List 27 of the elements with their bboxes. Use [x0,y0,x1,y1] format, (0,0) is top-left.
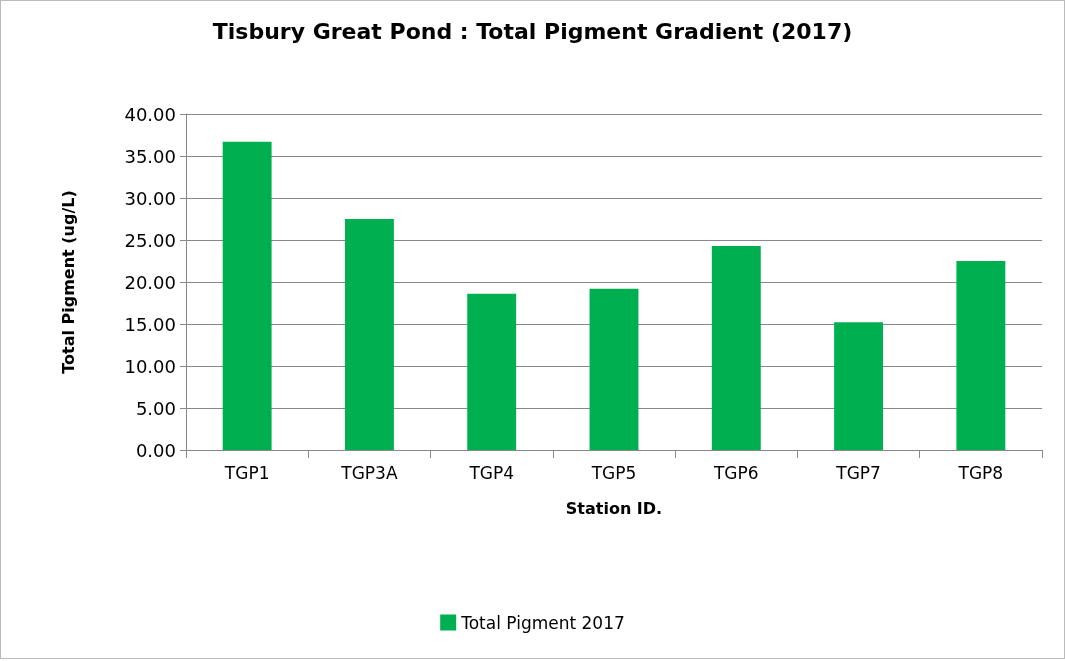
y-tick-label: 40.00 [124,103,176,125]
y-tick-label: 0.00 [135,439,176,461]
y-tick-label: 10.00 [124,355,176,377]
bar [344,219,394,450]
bar [834,322,884,450]
x-tick-label: TGP8 [957,462,1004,483]
x-tick-label: TGP6 [712,462,759,483]
bar [222,141,272,450]
x-tick-label: TGP7 [835,462,881,483]
bar [956,261,1006,450]
legend-label: Total Pigment 2017 [460,612,625,633]
chart-title: Tisbury Great Pond : Total Pigment Gradient (2017) [212,18,853,44]
y-tick-label: 35.00 [124,145,176,167]
bar [467,293,517,450]
y-tick-label: 25.00 [124,229,176,251]
y-tick-label: 15.00 [124,313,176,335]
y-tick-label: 30.00 [124,187,176,209]
bar [711,245,761,450]
x-axis-title: Station ID. [565,498,663,518]
bar [589,288,639,450]
y-tick-label: 20.00 [124,271,176,293]
y-axis-title: Total Pigment (ug/L) [58,190,78,374]
x-tick-label: TGP1 [223,462,270,483]
y-tick-label: 5.00 [135,397,176,419]
x-tick-label: TGP4 [468,462,515,483]
x-tick-label: TGP5 [590,462,637,483]
x-tick-label: TGP3A [340,462,398,483]
